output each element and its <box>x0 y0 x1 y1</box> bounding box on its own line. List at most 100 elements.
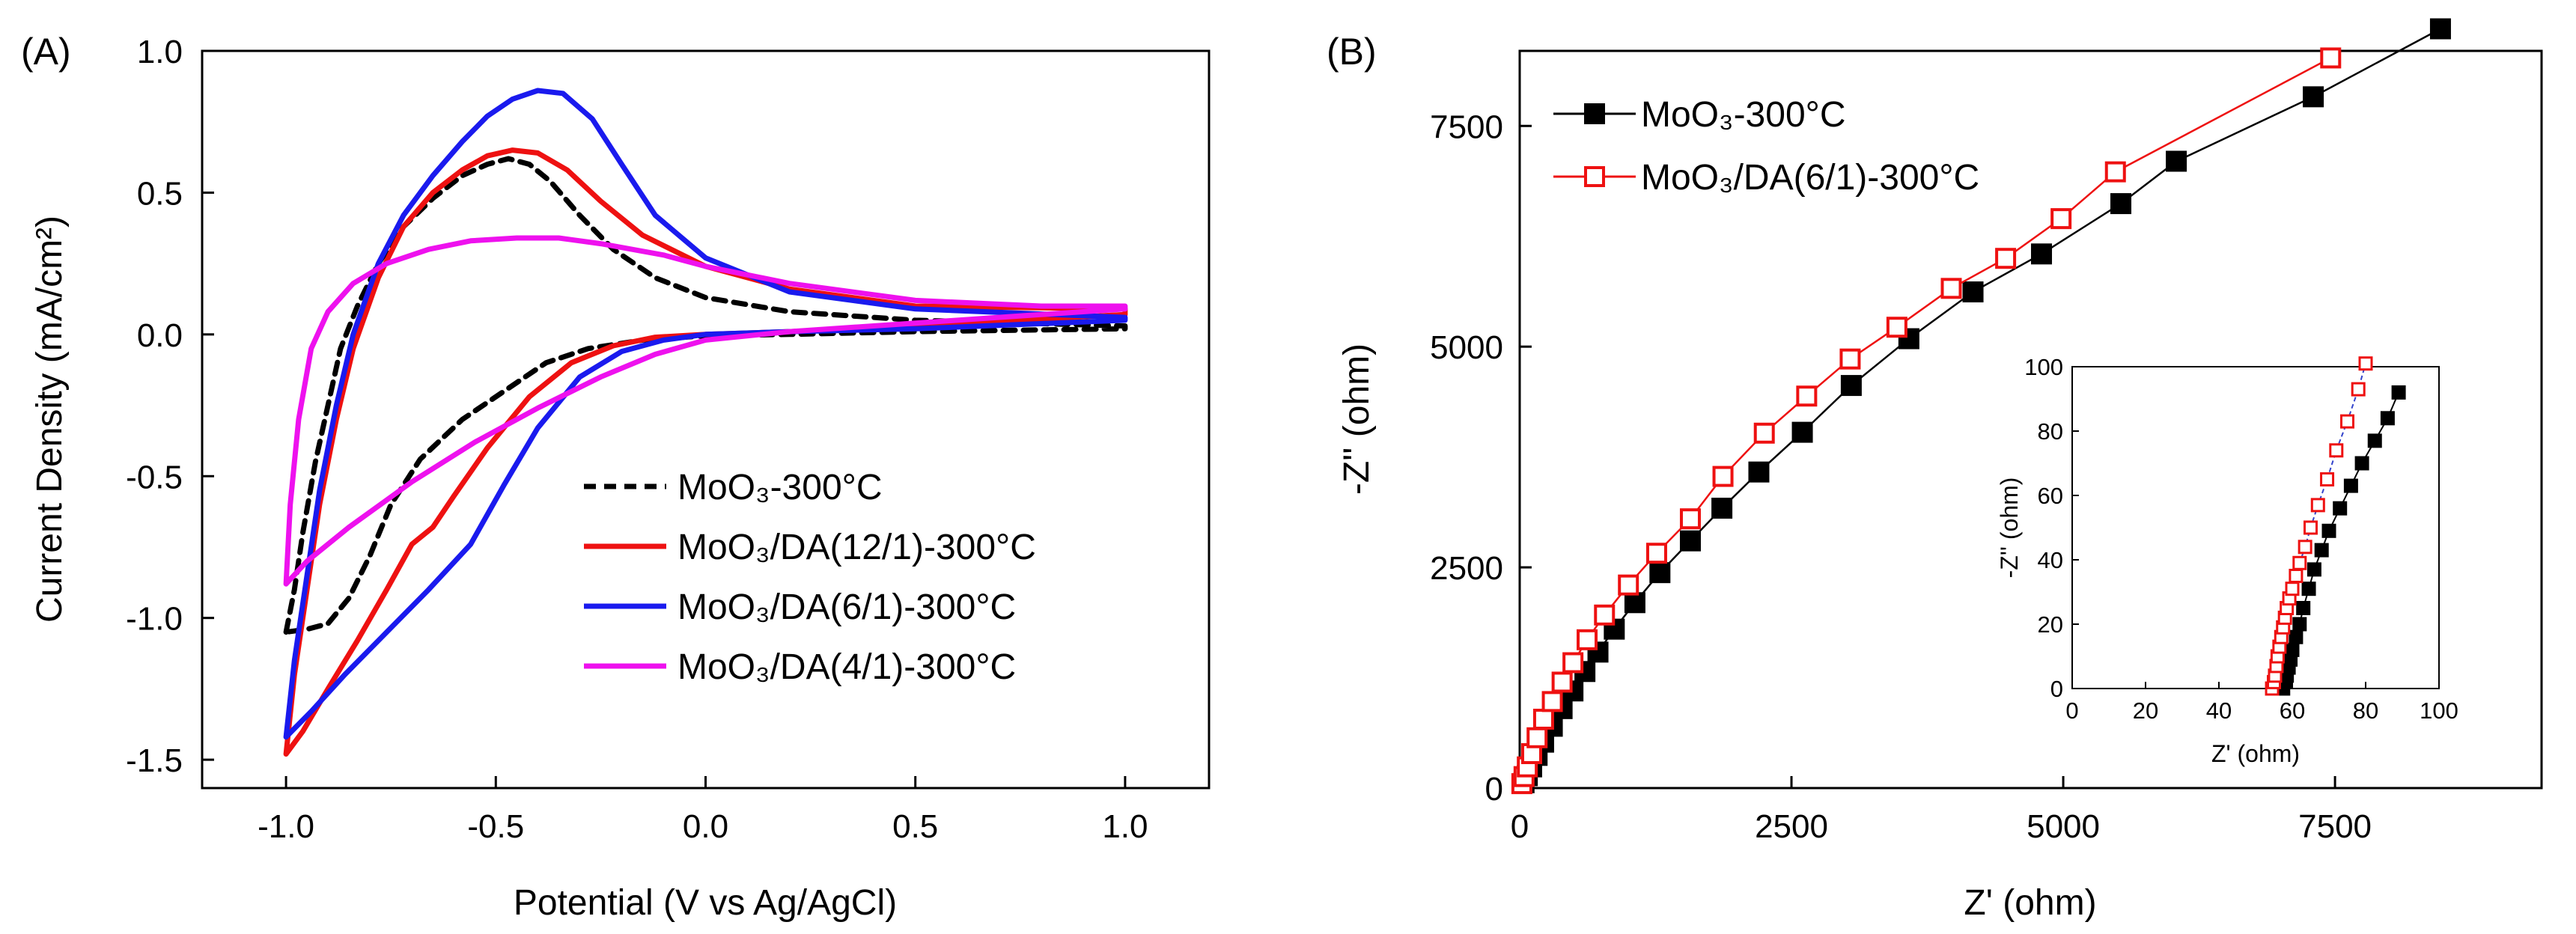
legend-label-moo-da-12-1-300-c: MoO₃/DA(12/1)-300°C <box>678 528 1036 567</box>
inset-y-ticks: 0 20 40 60 80 100 <box>2024 354 2079 702</box>
panel-a-y-tick-label: -0.5 <box>126 459 183 495</box>
legend-label-moo-300-c: MoO₃-300°C <box>678 468 883 507</box>
inset-series-moo-da-6-1-300-c-marker <box>2289 569 2304 583</box>
series-moo-da-4-1-300-c-line <box>283 235 1128 587</box>
inset-y-tick-label: 0 <box>2050 676 2063 702</box>
panel-b-legend: MoO₃-300°C MoO₃/DA(6/1)-300°C <box>1553 95 1979 198</box>
series-moo-da-6-1-300-c-line <box>283 88 1128 740</box>
panel-a-y-tick-label: 0.0 <box>137 317 183 354</box>
series-moo-da-6-1-300-c-marker <box>1551 671 1573 693</box>
inset-series-moo-300-c-marker <box>2391 385 2406 400</box>
inset-x-ticks: 0 20 40 60 80 100 <box>2065 682 2458 724</box>
inset-x-tick-label: 80 <box>2353 698 2378 724</box>
panel-a-y-axis-title: Current Density (mA/cm²) <box>30 216 70 623</box>
panel-b-x-tick-label: 5000 <box>2027 808 2100 845</box>
inset-x-tick-label: 40 <box>2206 698 2232 724</box>
panel-b-x-tick-label: 7500 <box>2298 808 2372 845</box>
series-moo-da-6-1-300-c-marker <box>1796 385 1818 407</box>
series-moo-da-6-1-300-c-marker <box>2050 208 2072 230</box>
series-moo-da-12-1-300-c-line <box>283 147 1128 757</box>
panel-a-x-tick-label: -0.5 <box>467 808 524 845</box>
inset-series-moo-da-6-1-300-c-marker <box>2320 472 2335 486</box>
inset-series-moo-da-6-1-300-c-marker <box>2292 555 2307 570</box>
inset-series-moo-300-c-marker <box>2306 562 2321 577</box>
inset-series-moo-da-6-1-300-c-marker <box>2298 540 2312 555</box>
series-moo-da-6-1-300-c-marker <box>1562 652 1584 674</box>
series-moo-300-c-marker <box>1711 498 1733 519</box>
panel-a: (A) -1.0 -0.5 0.0 0.5 1.0 1.00.50.0-0.5-1.0-… <box>21 31 1211 923</box>
inset-series-moo-300-c-marker <box>2292 617 2307 632</box>
inset-series-moo-300-c-marker <box>2333 501 2348 516</box>
series-moo-300-c-marker <box>2166 150 2187 172</box>
series-moo-300-c-marker <box>1840 375 1862 397</box>
inset-y-axis-title: -Z'' (ohm) <box>1996 477 2023 579</box>
series-moo-da-6-1-300-c-marker <box>2320 47 2342 69</box>
inset-series-moo-da-6-1-300-c-marker <box>2351 382 2366 397</box>
inset-series-moo-da-6-1-300-c-marker <box>2340 414 2354 429</box>
inset-series-moo-300-c-marker <box>2296 601 2311 615</box>
inset-series-moo-300-c-marker <box>2289 629 2304 644</box>
inset-x-tick-label: 60 <box>2280 698 2305 724</box>
series-moo-300-c-marker <box>2429 18 2451 40</box>
panel-b-y-ticks: 0 2500 5000 7500 <box>1430 109 1532 808</box>
inset-series-moo-300-c-marker <box>2321 523 2336 538</box>
series-moo-da-6-1-300-c-marker <box>1940 278 1962 299</box>
panel-a-x-tick-label: 1.0 <box>1102 808 1148 845</box>
series-moo-300-c-line <box>283 156 1128 635</box>
inset-series-moo-300-c-marker <box>2343 478 2358 493</box>
panel-b-y-tick-label: 7500 <box>1430 109 1503 145</box>
legend-label-moo-da-6-1-300-c: MoO₃/DA(6/1)-300°C <box>678 587 1016 627</box>
inset-y-tick-label: 60 <box>2038 483 2063 509</box>
panel-a-y-ticks: 1.0 0.5 0.0 -0.5 -1.0 -1.5 <box>126 34 214 779</box>
panel-a-y-tick-label: 1.0 <box>137 34 183 70</box>
legend-label-moo-300-c: MoO₃-300°C <box>1641 95 1846 135</box>
panel-a-x-tick-label: 0.0 <box>683 808 728 845</box>
series-moo-300-c-marker <box>1624 592 1645 614</box>
inset-series-moo-300-c-marker <box>2367 433 2382 448</box>
inset-series-moo-da-6-1-300-c-marker <box>2358 356 2373 371</box>
panel-b-y-tick-label: 5000 <box>1430 329 1503 366</box>
inset-series-moo-300-c-marker <box>2314 543 2329 558</box>
series-moo-da-6-1-300-c-marker <box>1618 574 1639 596</box>
inset-x-tick-label: 20 <box>2133 698 2158 724</box>
inset-y-tick-label: 20 <box>2038 611 2063 638</box>
panel-a-y-tick-label: -1.0 <box>126 601 183 638</box>
series-moo-da-6-1-300-c-marker <box>1577 629 1598 650</box>
panel-a-x-tick-label: -1.0 <box>258 808 314 845</box>
inset-series-moo-300-c-marker <box>2285 642 2300 657</box>
inset-x-tick-label: 0 <box>2065 698 2078 724</box>
inset-series <box>2265 356 2406 696</box>
series-moo-da-6-1-300-c-marker <box>1886 317 1907 338</box>
series-moo-300-c-marker <box>1679 530 1701 552</box>
series-moo-300-c-marker <box>1748 461 1770 483</box>
legend-label-moo-da-6-1-300-c: MoO₃/DA(6/1)-300°C <box>1641 158 1979 198</box>
panel-a-series <box>283 88 1128 757</box>
panel-a-legend: MoO₃-300°C MoO₃/DA(12/1)-300°C MoO₃/DA(6/1… <box>584 468 1036 687</box>
panel-b-x-tick-label: 2500 <box>1755 808 1828 845</box>
inset-series-moo-da-6-1-300-c-marker <box>2304 520 2318 535</box>
series-moo-da-6-1-300-c-marker <box>1995 248 2017 269</box>
panel-a-y-tick-label: 0.5 <box>137 175 183 212</box>
panel-b-inset: 0 20 40 60 80 100 0 20 40 60 80 100 Z' (ohm) -Z'' … <box>1996 354 2458 767</box>
legend-label-moo-da-4-1-300-c: MoO₃/DA(4/1)-300°C <box>678 647 1016 687</box>
series-moo-da-6-1-300-c-marker <box>1594 604 1616 626</box>
panel-a-y-tick-label: -1.5 <box>126 742 183 779</box>
series-moo-300-c-marker <box>2031 243 2053 265</box>
panel-b-series <box>1511 18 2451 795</box>
inset-series-moo-da-6-1-300-c-marker <box>2310 498 2325 513</box>
inset-series-moo-300-c-marker <box>2301 582 2316 596</box>
panel-b-x-axis-title: Z' (ohm) <box>1964 883 2096 923</box>
inset-series-moo-da-6-1-300-c-marker <box>2329 443 2344 458</box>
inset-y-tick-label: 40 <box>2038 547 2063 573</box>
inset-x-tick-label: 100 <box>2420 698 2458 724</box>
panel-b-label: (B) <box>1327 31 1377 73</box>
series-moo-da-6-1-300-c-marker <box>1712 466 1734 487</box>
series-moo-da-6-1-300-c-marker <box>1753 422 1775 444</box>
inset-series-moo-300-c-marker <box>2380 411 2395 426</box>
inset-series-moo-da-6-1-300-c-marker <box>2285 582 2300 596</box>
inset-y-tick-label: 80 <box>2038 418 2063 445</box>
series-moo-da-6-1-300-c-marker <box>1526 727 1548 748</box>
series-moo-300-c-marker <box>1962 281 1984 303</box>
panel-b-x-ticks: 0 2500 5000 7500 <box>1511 776 2372 845</box>
panel-b-y-axis-title: -Z'' (ohm) <box>1337 344 1377 495</box>
